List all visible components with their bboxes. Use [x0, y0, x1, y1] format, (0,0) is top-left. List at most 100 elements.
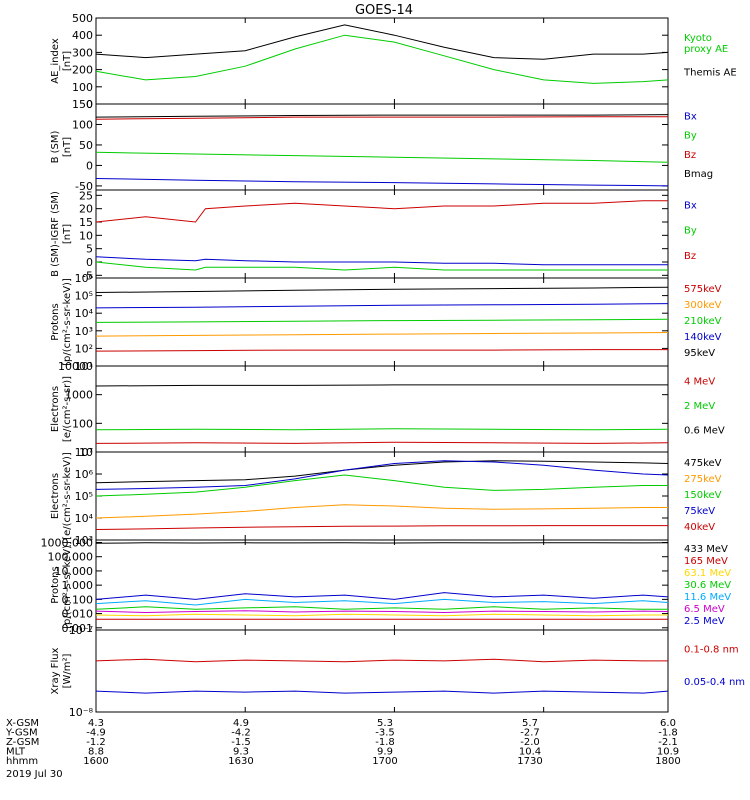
y-tick-label: 10	[79, 229, 93, 242]
legend-entry: 4 MeV	[684, 376, 715, 387]
ephemeris-value: -2.7	[520, 728, 540, 739]
y-tick-label: 100	[72, 417, 93, 430]
series-line	[95, 504, 668, 519]
legend-entry: 140keV	[684, 332, 722, 343]
y-axis-label: B (SM)	[50, 130, 61, 163]
y-axis-label: B (SM)-IGRF (SM)	[50, 191, 61, 277]
ephemeris-value: 4.9	[233, 718, 249, 729]
y-tick-label: 300	[72, 46, 93, 59]
ephemeris-value: 5.3	[377, 718, 393, 729]
y-tick-label: 10.000	[55, 565, 94, 578]
series-line	[95, 613, 668, 617]
ephemeris-value: 8.8	[88, 747, 104, 758]
y-tick-label: 10⁴	[75, 512, 94, 525]
panel-6: 10³ 10⁴ 10⁵ 10⁶ 10⁷ Electrons [e/(cm²-s-sr-keV…	[50, 446, 722, 547]
series-line	[95, 658, 668, 663]
y-tick-label: 1.000	[62, 579, 94, 592]
ephemeris-label: hhmm	[6, 756, 38, 767]
ephemeris-value: -1.8	[658, 728, 678, 739]
y-tick-label: 15	[79, 216, 93, 229]
y-tick-label: 10⁻⁸	[69, 706, 94, 719]
series-line	[95, 332, 669, 337]
ephemeris-label: MLT	[6, 747, 26, 758]
legend-entry: 11.6 MeV	[684, 592, 731, 603]
y-tick-label: 100	[72, 81, 93, 94]
series-line	[95, 34, 669, 84]
ephemeris-value: 10.4	[519, 747, 541, 758]
plot-title: GOES-14	[355, 3, 413, 18]
legend-entry: proxy AE	[684, 44, 728, 55]
series-line	[95, 261, 668, 271]
y-tick-label: 25	[79, 189, 93, 202]
legend-entry: 300keV	[684, 300, 722, 311]
legend-entry: 95keV	[684, 348, 715, 359]
y-axis-label: Electrons	[50, 386, 61, 432]
legend-entry: 75keV	[684, 506, 715, 517]
series-line	[95, 610, 669, 614]
ephemeris-value: 1730	[517, 756, 542, 767]
series-line	[95, 256, 668, 266]
y-axis-label: Protons	[50, 566, 61, 603]
y-axis-label: [p/(cm²-s-sr-keV)]	[62, 278, 73, 366]
ephemeris-value: 5.7	[522, 718, 538, 729]
ephemeris-value: -3.5	[375, 728, 395, 739]
y-tick-label: 10⁷	[75, 446, 93, 459]
legend-entry: 150keV	[684, 490, 722, 501]
y-axis-label: Xray Flux	[50, 647, 61, 694]
series-line	[95, 303, 669, 309]
y-tick-label: 10⁴	[75, 307, 94, 320]
y-tick-label: 20	[79, 203, 93, 216]
series-line	[95, 441, 669, 444]
ephemeris-value: 10.9	[657, 747, 679, 758]
legend-entry: Bz	[684, 150, 696, 161]
footer-ephemeris: X-GSM 4.3 4.9 5.3 5.7 6.0 Y-GSM -4.9 -4.2 -3.5 -2.…	[5, 718, 681, 780]
y-tick-label: 10¹	[75, 360, 93, 373]
panel-5: 10 100 1000 10000 Electrons [e/(cm²-s-sr)] 4 M…	[50, 360, 725, 459]
legend-entry: 0.05-0.4 nm	[684, 677, 745, 688]
y-tick-label: 0.100	[62, 593, 94, 606]
y-tick-label: 10000	[58, 360, 93, 373]
y-tick-label: 500	[72, 12, 93, 25]
y-axis-label: [e/(cm²-s-sr-keV)]	[62, 452, 73, 540]
legend-entry: 433 MeV	[684, 544, 728, 555]
series-line	[95, 690, 669, 694]
ephemeris-value: -1.8	[375, 737, 395, 748]
y-axis-label: [e/(cm²-s-sr)]	[62, 376, 73, 442]
y-tick-label: 50	[79, 139, 93, 152]
y-tick-label: 0	[86, 98, 93, 111]
ephemeris-value: -1.2	[86, 737, 106, 748]
panel-frame	[95, 365, 669, 453]
y-tick-label: 0.001	[62, 622, 94, 635]
y-tick-label: 100	[72, 118, 93, 131]
panel-2: -50 0 50 100 150 B (SM) [nT] Bx By Bz Bmag	[50, 98, 713, 193]
legend-entry: 63.1 MeV	[684, 568, 731, 579]
y-tick-label: 1000	[65, 389, 93, 402]
legend-entry: Themis AE	[683, 68, 737, 79]
series-line	[95, 460, 669, 490]
legend-entry: 6.5 MeV	[684, 604, 725, 615]
legend-entry: 475keV	[684, 458, 722, 469]
legend-entry: 40keV	[684, 522, 715, 533]
y-tick-label: 10⁵	[75, 290, 93, 303]
panel-8: 10⁻⁸ 10⁻⁷ Xray Flux [W/m²] 0.1-0.8 nm 0.05-0.…	[50, 624, 745, 719]
series-line	[95, 384, 668, 387]
ephemeris-value: 9.3	[233, 747, 249, 758]
y-tick-label: 10⁵	[75, 490, 93, 503]
series-line	[95, 474, 668, 497]
y-tick-label: 5	[86, 243, 93, 256]
y-tick-label: 1000.000	[41, 537, 94, 550]
series-line	[95, 606, 668, 610]
y-axis-label: Electrons	[50, 473, 61, 519]
series-line	[95, 460, 669, 484]
series-line	[95, 116, 668, 120]
series-line	[95, 24, 669, 60]
series-line	[95, 200, 668, 223]
legend-entry: Bx	[684, 112, 697, 123]
y-tick-label: 10⁶	[75, 468, 94, 481]
legend-entry: 2.5 MeV	[684, 616, 725, 627]
y-tick-label: 0.010	[62, 608, 94, 621]
